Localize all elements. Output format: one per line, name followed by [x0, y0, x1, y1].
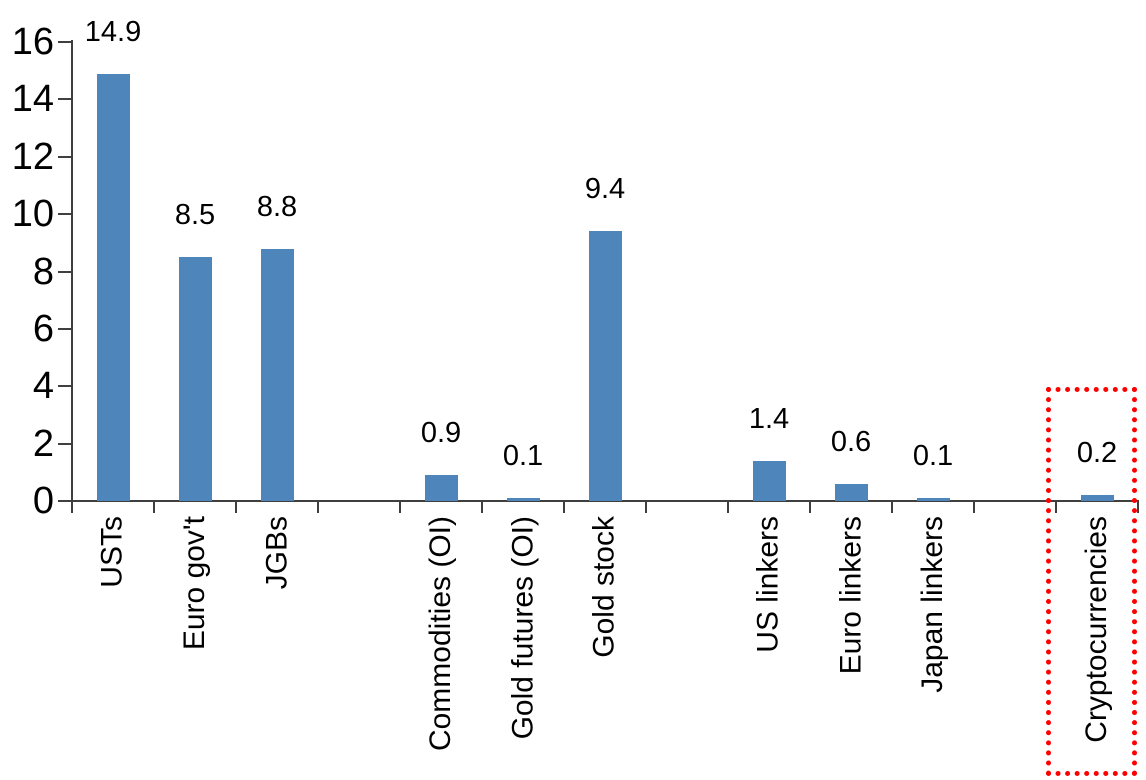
bar-jgbs [261, 249, 294, 501]
y-axis-tick-label: 14 [11, 78, 54, 120]
y-axis-tick [58, 385, 72, 387]
x-axis-category-label: US linkers [752, 516, 785, 653]
bar-commodities-oi- [425, 475, 458, 501]
x-axis-tick [1055, 501, 1057, 513]
y-axis-tick-label: 2 [32, 423, 54, 465]
y-axis-tick-label: 16 [11, 21, 54, 63]
y-axis-tick-label: 6 [32, 308, 54, 350]
y-axis-tick [58, 98, 72, 100]
y-axis-tick [58, 500, 72, 502]
bar-gold-stock [589, 231, 622, 501]
x-axis-category-label: Euro gov't [178, 516, 211, 651]
y-axis-tick [58, 271, 72, 273]
bar-value-label: 8.5 [174, 199, 216, 231]
bar-value-label: 0.1 [502, 440, 544, 472]
bar-value-label: 1.4 [748, 403, 790, 435]
highlight-box-cryptocurrencies [1046, 387, 1137, 776]
y-axis-tick [58, 156, 72, 158]
x-axis-tick [809, 501, 811, 513]
bar-euro-linkers [835, 484, 868, 501]
x-axis-tick [973, 501, 975, 513]
x-axis-category-label: Gold stock [588, 516, 621, 658]
y-axis-tick-label: 4 [32, 365, 54, 407]
x-axis-tick [153, 501, 155, 513]
y-axis-tick [58, 41, 72, 43]
bar-value-label: 9.4 [584, 173, 626, 205]
x-axis-tick [1137, 501, 1139, 513]
x-axis-tick [563, 501, 565, 513]
bar-gold-futures-oi- [507, 498, 540, 501]
x-axis-category-label: Japan linkers [916, 516, 949, 693]
x-axis-tick [645, 501, 647, 513]
x-axis-tick [727, 501, 729, 513]
y-axis-tick-label: 8 [32, 251, 54, 293]
bar-value-label: 8.8 [256, 191, 298, 223]
y-axis-tick [58, 213, 72, 215]
y-axis-tick [58, 328, 72, 330]
bar-value-label: 0.2 [1076, 437, 1118, 469]
bar-value-label: 0.1 [912, 440, 954, 472]
x-axis-tick [71, 501, 73, 513]
bar-value-label: 0.6 [830, 426, 872, 458]
x-axis-category-label: USTs [96, 516, 129, 588]
y-axis-tick [58, 443, 72, 445]
x-axis-category-label: Commodities (OI) [424, 516, 457, 752]
x-axis-tick [235, 501, 237, 513]
y-axis-tick-label: 0 [32, 480, 54, 522]
bar-us-linkers [753, 461, 786, 501]
y-axis-tick-label: 10 [11, 193, 54, 235]
bar-japan-linkers [917, 498, 950, 501]
x-axis-tick [317, 501, 319, 513]
bar-value-label: 14.9 [84, 16, 142, 48]
y-axis-line [71, 40, 73, 502]
x-axis-category-label: Euro linkers [834, 516, 867, 675]
bar-usts [97, 74, 130, 501]
y-axis-tick-label: 12 [11, 136, 54, 178]
x-axis-tick [481, 501, 483, 513]
bar-cryptocurrencies [1081, 495, 1114, 501]
x-axis-category-label: Gold futures (OI) [506, 516, 539, 740]
x-axis-category-label: JGBs [260, 516, 293, 590]
bar-euro-gov-t [179, 257, 212, 501]
x-axis-tick [399, 501, 401, 513]
bar-value-label: 0.9 [420, 417, 462, 449]
x-axis-line [71, 500, 1139, 502]
x-axis-tick [891, 501, 893, 513]
